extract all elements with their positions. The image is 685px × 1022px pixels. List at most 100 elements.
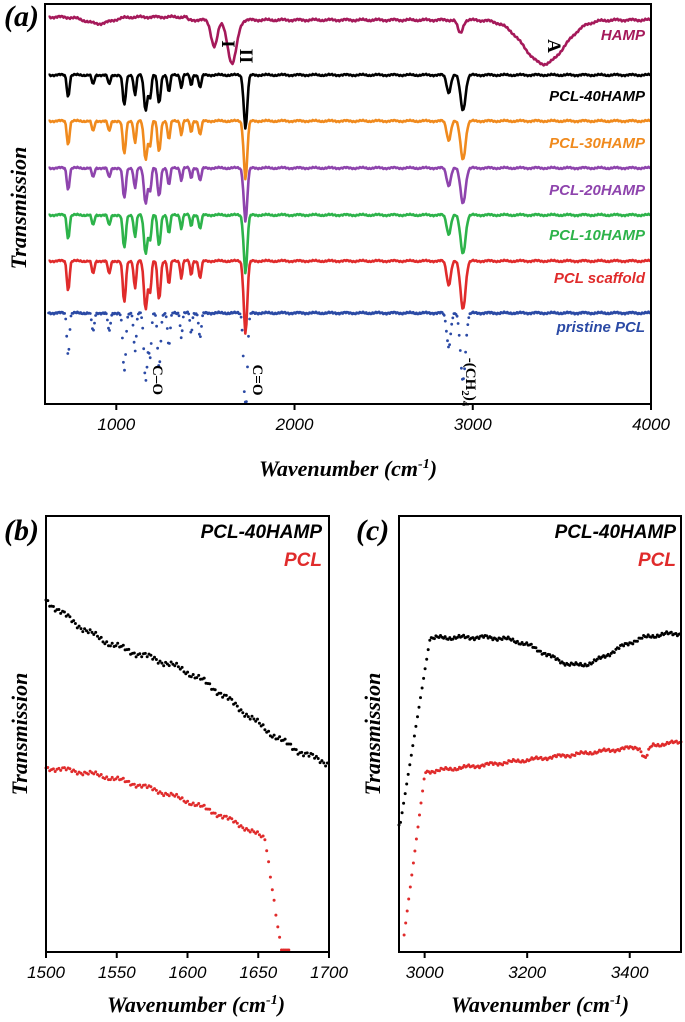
data-point xyxy=(617,647,621,650)
data-point xyxy=(219,813,223,817)
data-point xyxy=(150,321,154,324)
data-point xyxy=(247,334,250,338)
panel-c-series-pcl-40hamp xyxy=(397,630,682,827)
panel-b-x-tick-label: 1550 xyxy=(98,963,136,982)
data-point xyxy=(154,314,157,317)
data-point xyxy=(248,830,252,834)
annotation-ch2-sub: 2 xyxy=(459,390,471,396)
data-point xyxy=(322,761,326,765)
panel-a-x-label-sup: -1 xyxy=(418,457,430,472)
data-point xyxy=(145,365,149,369)
data-point xyxy=(176,665,180,669)
data-point xyxy=(467,763,471,767)
data-point xyxy=(46,599,50,603)
data-point xyxy=(241,826,245,830)
data-point xyxy=(106,318,109,322)
panel-c-x-label-end: ) xyxy=(620,992,629,1017)
data-point xyxy=(109,321,112,325)
data-point xyxy=(406,772,410,776)
data-point xyxy=(246,715,250,719)
data-point xyxy=(456,767,460,771)
annotation-c-o: C–O xyxy=(149,365,165,395)
data-point xyxy=(139,311,142,315)
legend-pcl-scaffold: PCL scaffold xyxy=(554,270,646,287)
data-point xyxy=(404,921,408,925)
data-point xyxy=(245,400,248,403)
data-point xyxy=(316,757,320,760)
data-point xyxy=(645,753,649,757)
data-point xyxy=(278,735,282,739)
data-point xyxy=(121,643,125,647)
data-point xyxy=(416,715,419,719)
data-point xyxy=(135,317,139,321)
data-point xyxy=(524,760,528,764)
panel-b-x-tick-label: 1700 xyxy=(310,963,348,982)
panel-a-x-label-text: Wavenumber (cm xyxy=(259,456,418,481)
data-point xyxy=(73,770,77,773)
panel-b: (b) 1500 1550 1600 1650 1700 Transmission Wa… xyxy=(4,514,348,1017)
data-point xyxy=(116,641,120,645)
data-point xyxy=(59,611,63,615)
data-point xyxy=(230,817,234,821)
data-point xyxy=(219,691,223,695)
data-point xyxy=(408,763,412,767)
data-point xyxy=(407,897,411,901)
data-point xyxy=(573,754,577,757)
data-point xyxy=(659,634,662,637)
data-point xyxy=(418,813,421,817)
panel-c-x-tick-label: 3000 xyxy=(406,963,444,982)
data-point xyxy=(53,770,57,773)
data-point xyxy=(195,313,199,317)
data-point xyxy=(318,761,322,765)
data-point xyxy=(57,766,61,770)
panel-a: (a) 1000 2000 3000 4000 Transmission Wavenu… xyxy=(4,0,670,481)
series-pcl-scaffold xyxy=(48,258,651,335)
data-point xyxy=(130,314,134,318)
data-point xyxy=(252,717,256,721)
data-point xyxy=(208,807,212,811)
data-point xyxy=(618,749,621,753)
data-point xyxy=(482,764,486,768)
data-point xyxy=(96,634,99,638)
data-point xyxy=(123,368,126,372)
panel-b-y-label: Transmission xyxy=(7,673,32,796)
data-point xyxy=(443,319,447,323)
data-point xyxy=(105,640,109,644)
data-point xyxy=(238,312,242,316)
data-point xyxy=(311,752,315,756)
data-point xyxy=(89,318,93,322)
data-point xyxy=(241,354,245,358)
data-point xyxy=(126,315,130,319)
data-point xyxy=(140,316,144,319)
data-point xyxy=(234,701,237,705)
panel-b-legend-pcl-40hamp: PCL-40HAMP xyxy=(201,522,323,543)
data-point xyxy=(314,754,318,758)
data-point xyxy=(451,637,455,641)
data-point xyxy=(287,948,291,952)
data-point xyxy=(201,314,205,318)
data-point xyxy=(485,634,489,638)
data-point xyxy=(149,342,153,345)
data-point xyxy=(539,755,543,759)
data-point xyxy=(151,657,155,661)
data-point xyxy=(246,365,249,369)
data-point xyxy=(591,661,595,664)
data-point xyxy=(198,332,201,336)
data-point xyxy=(534,646,538,650)
data-point xyxy=(283,737,287,741)
panel-c-series-pcl xyxy=(402,739,683,937)
data-point xyxy=(428,638,432,642)
data-point xyxy=(189,803,193,807)
data-point xyxy=(272,733,276,737)
data-point xyxy=(276,737,280,741)
data-point xyxy=(88,628,92,632)
data-point xyxy=(243,714,247,718)
data-point xyxy=(500,638,504,641)
data-point xyxy=(62,610,66,614)
data-point xyxy=(103,642,107,646)
data-point xyxy=(612,651,616,654)
panel-c-legend-pcl: PCL xyxy=(638,550,676,571)
data-point xyxy=(156,661,160,665)
annotation-band-ii: II xyxy=(235,49,256,64)
data-point xyxy=(176,795,180,799)
